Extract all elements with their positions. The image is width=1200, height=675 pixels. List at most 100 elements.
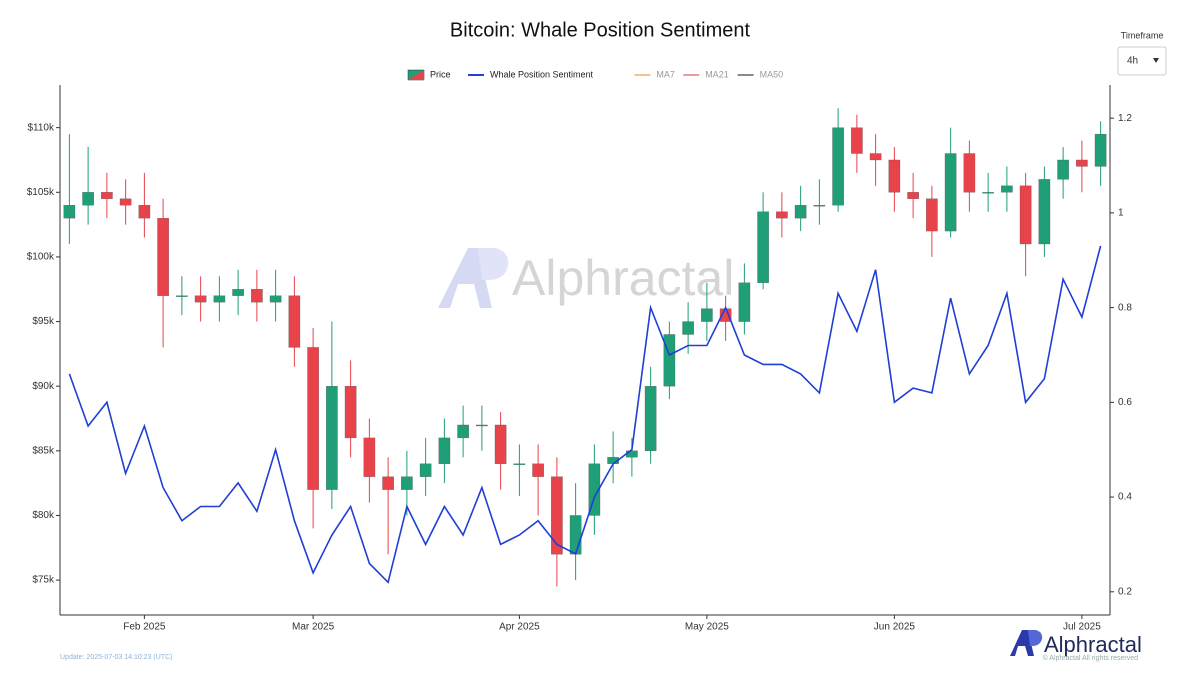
legend-item[interactable]: Whale Position Sentiment: [468, 69, 594, 79]
legend-label: MA21: [705, 69, 729, 79]
watermark-logo: [438, 248, 492, 308]
chart-title: Bitcoin: Whale Position Sentiment: [450, 19, 751, 41]
candle-body: [232, 289, 244, 296]
y2-tick-label: 0.2: [1118, 586, 1132, 597]
candle-body: [438, 437, 451, 464]
candle-body: [344, 386, 357, 439]
candle-body: [363, 437, 376, 477]
y2-tick-label: 1.2: [1118, 113, 1132, 124]
copyright: © Alphractal All rights reserved: [1043, 654, 1139, 662]
candle-body: [1001, 185, 1013, 193]
x-tick-label: Jul 2025: [1063, 622, 1101, 633]
candle-body: [157, 217, 169, 296]
brand-name: Alphractal: [1044, 632, 1142, 657]
legend-swatch: [408, 70, 424, 80]
dropdown-value[interactable]: 4h: [1127, 56, 1138, 67]
watermark-text: Alphractal: [512, 250, 734, 306]
brand-mark: [1028, 630, 1043, 646]
candle-body: [1019, 185, 1032, 245]
y-tick-label: $90k: [32, 381, 55, 392]
candle-body: [401, 476, 413, 490]
candle-body: [888, 159, 901, 193]
legend-item[interactable]: Price: [407, 69, 451, 81]
legend-label: MA7: [656, 69, 675, 79]
y-tick-label: $85k: [32, 445, 55, 456]
y2-tick-label: 0.6: [1118, 397, 1132, 408]
candle-body: [419, 463, 432, 477]
dropdown-box[interactable]: [1117, 46, 1167, 76]
candle-body: [176, 295, 188, 297]
candle-body: [251, 289, 263, 303]
candle-body: [738, 282, 751, 322]
candle-body: [569, 515, 582, 555]
y-tick-label: $95k: [32, 316, 55, 327]
y-tick-label: $100k: [27, 252, 55, 263]
legend: Price Whale Position Sentiment MA7 MA21 MA50: [407, 69, 784, 81]
y2-tick-label: 0.4: [1118, 492, 1132, 503]
candle-body: [101, 192, 113, 199]
candle-body: [457, 424, 469, 439]
candle-body: [476, 424, 488, 427]
candle-body: [832, 127, 844, 206]
x-tick-label: Mar 2025: [292, 622, 335, 633]
candle-body: [907, 192, 919, 199]
candle-body: [588, 463, 601, 516]
candle-body: [213, 295, 226, 303]
candle-body: [813, 205, 826, 207]
candle-body: [513, 463, 526, 465]
candle-body: [982, 192, 994, 194]
candle-body: [757, 211, 769, 283]
timeframe-label: Timeframe: [1121, 30, 1164, 40]
candle-body: [82, 192, 94, 206]
candle-body: [532, 463, 544, 477]
candle-body: [194, 295, 207, 303]
y-tick-label: $110k: [27, 122, 55, 133]
candle-body: [963, 153, 976, 193]
candle-body: [288, 295, 301, 348]
y-tick-label: $80k: [32, 510, 55, 521]
candle-body: [644, 386, 657, 451]
candle-body: [851, 127, 863, 154]
legend-label: MA50: [760, 69, 784, 79]
candle-body: [382, 476, 394, 490]
candle-body: [776, 211, 788, 219]
dropdown-arrow[interactable]: [1153, 58, 1159, 63]
watermark-logo: [478, 248, 509, 280]
x-tick-label: Feb 2025: [123, 622, 166, 633]
x-tick-label: May 2025: [685, 622, 729, 633]
candle-body: [682, 321, 694, 335]
candle-body: [269, 295, 282, 303]
candle-body: [138, 205, 151, 219]
y-tick-label: $105k: [27, 187, 55, 198]
candle-body: [1076, 159, 1088, 167]
candle-body: [1057, 159, 1069, 180]
candle-body: [494, 424, 507, 464]
brand-logo: Alphractal: [1010, 630, 1142, 657]
candle-body: [944, 153, 957, 232]
price-candles: [63, 108, 1107, 587]
sentiment-line: [68, 245, 1102, 584]
legend-item[interactable]: MA7: [634, 69, 675, 79]
candle-body: [63, 205, 76, 219]
brand-mark: [1010, 630, 1034, 656]
x-tick-label: Apr 2025: [499, 622, 540, 633]
watermark: Alphractal: [438, 248, 734, 308]
candle-body: [794, 205, 807, 219]
candle-body: [701, 308, 713, 322]
candle-body: [1038, 179, 1051, 245]
legend-label: Price: [430, 69, 451, 79]
update-time: Update: 2025-07-03 14:10:23 (UTC): [60, 654, 172, 661]
timeframe-dropdown[interactable]: 4h: [1117, 46, 1167, 76]
y-tick-label: $75k: [32, 575, 55, 586]
legend-item[interactable]: MA21: [683, 69, 729, 79]
candle-body: [926, 198, 938, 232]
legend-label: Whale Position Sentiment: [490, 69, 594, 79]
candle-body: [869, 153, 882, 161]
candle-body: [307, 347, 319, 490]
candle-body: [663, 334, 676, 387]
legend-item[interactable]: MA50: [737, 69, 784, 79]
x-tick-label: Jun 2025: [874, 622, 916, 633]
y2-tick-label: 0.8: [1118, 302, 1132, 313]
